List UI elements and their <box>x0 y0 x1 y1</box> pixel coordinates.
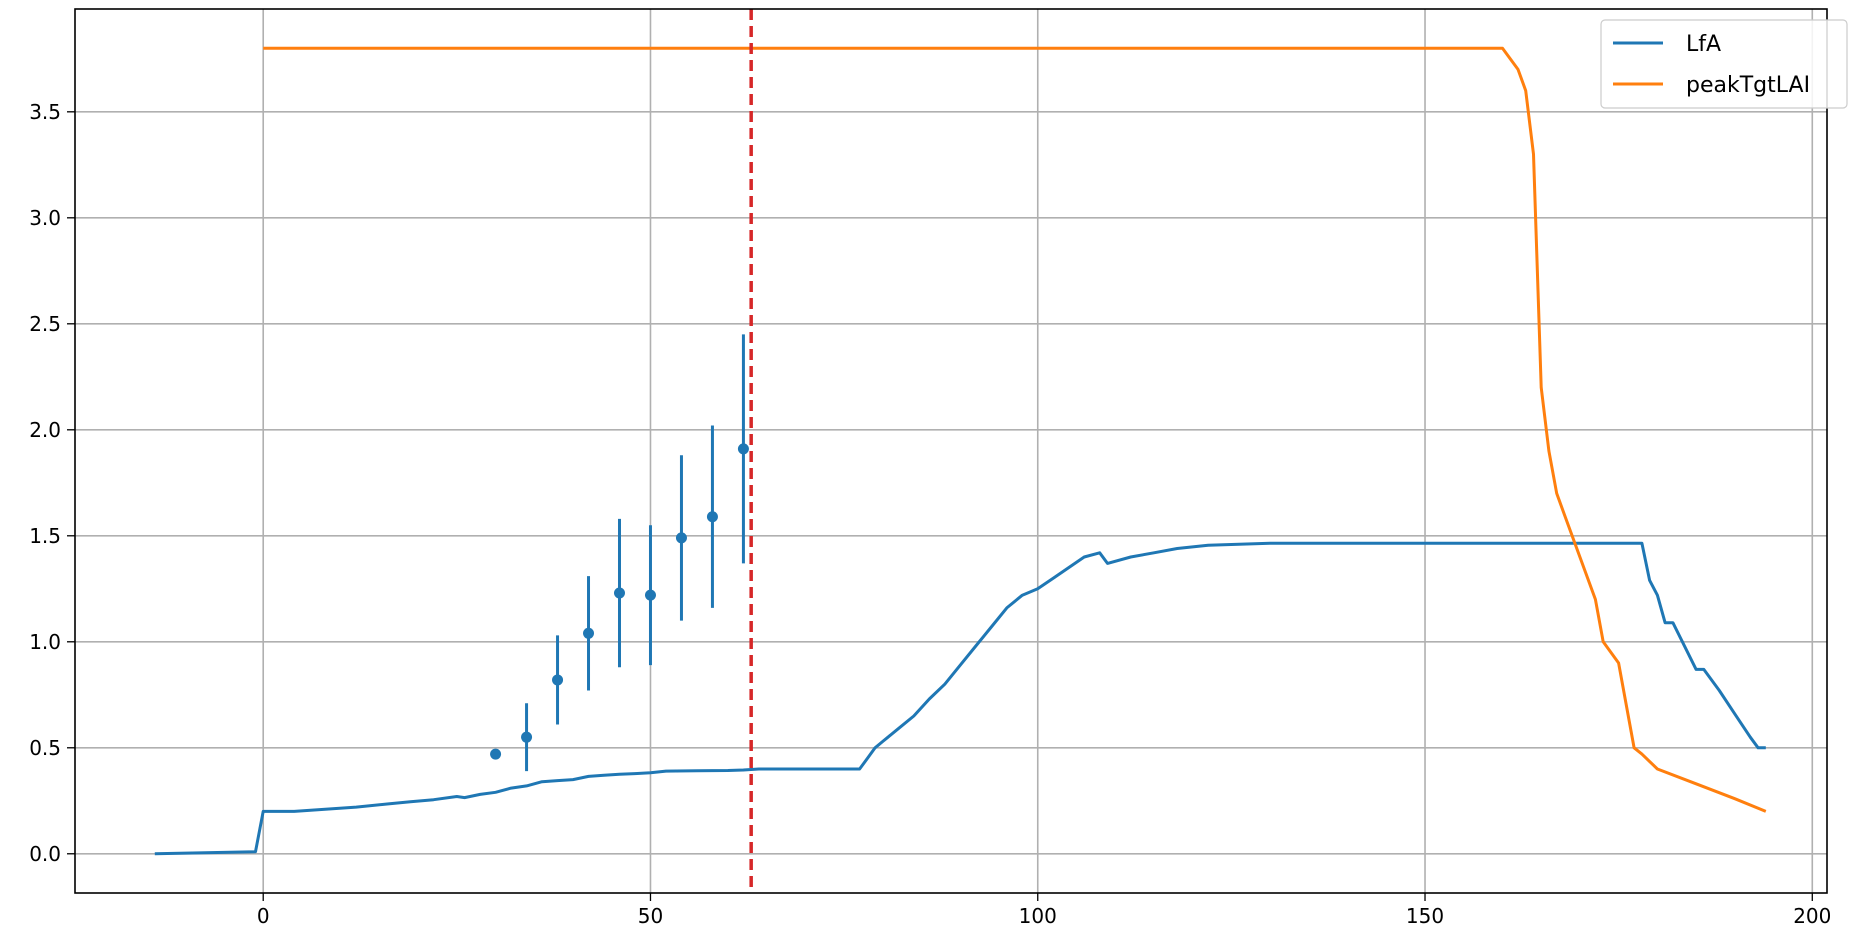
observation-point <box>521 731 533 743</box>
plot-frame <box>74 8 1828 894</box>
x-axis-ticks: 0 50 100 150 200 <box>257 893 1831 928</box>
series-line-peaktgtlai <box>263 46 1767 813</box>
legend: LfA peakTgtLAI <box>1600 19 1848 109</box>
y-tick-label: 3.5 <box>29 100 61 124</box>
observation-point <box>583 627 595 639</box>
y-axis-ticks: 0.0 0.5 1.0 1.5 2.0 2.5 3.0 3.5 <box>29 100 75 866</box>
y-tick-label: 0.0 <box>29 842 61 866</box>
y-tick-label: 2.0 <box>29 418 61 442</box>
x-tick-label: 200 <box>1793 904 1831 928</box>
legend-label-lfa: LfA <box>1686 32 1721 57</box>
observations-layer <box>490 334 749 772</box>
observation-point <box>644 589 656 601</box>
y-tick-label: 0.5 <box>29 736 61 760</box>
observation-point <box>490 748 502 760</box>
series-line-lfa <box>154 541 1766 856</box>
observation-point <box>552 674 564 686</box>
x-tick-label: 100 <box>1019 904 1057 928</box>
y-tick-label: 2.5 <box>29 312 61 336</box>
observation-point <box>706 511 718 523</box>
y-tick-label: 1.5 <box>29 524 61 548</box>
x-tick-label: 0 <box>257 904 270 928</box>
x-tick-label: 150 <box>1406 904 1444 928</box>
observation-point <box>675 532 687 544</box>
observation-point <box>737 443 749 455</box>
x-tick-label: 50 <box>638 904 663 928</box>
grid-lines <box>75 9 1827 893</box>
legend-label-peaktgtlai: peakTgtLAI <box>1686 73 1810 98</box>
y-tick-label: 3.0 <box>29 206 61 230</box>
series-layer <box>154 46 1767 856</box>
y-tick-label: 1.0 <box>29 630 61 654</box>
observation-point <box>613 587 625 599</box>
